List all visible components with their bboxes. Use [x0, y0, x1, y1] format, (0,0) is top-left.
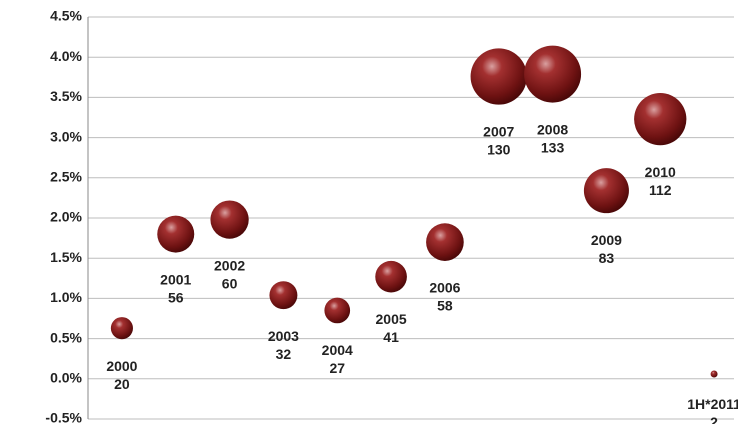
category-label: 2005	[376, 311, 407, 327]
category-label: 2010	[645, 164, 676, 180]
y-tick-label: -0.5%	[45, 410, 82, 424]
bubble	[375, 260, 407, 293]
size-label: 56	[168, 289, 184, 305]
bubble	[157, 215, 195, 253]
y-tick-label: 0.0%	[50, 370, 82, 386]
size-label: 58	[437, 298, 453, 314]
category-label: 2006	[429, 280, 460, 296]
y-tick-label: 2.5%	[50, 169, 82, 185]
size-label: 83	[599, 250, 615, 266]
bubble	[634, 92, 687, 146]
category-label: 2002	[214, 257, 245, 273]
bubble	[470, 48, 527, 105]
bubble	[710, 370, 718, 378]
size-label: 20	[114, 376, 130, 392]
y-tick-label: 1.5%	[50, 249, 82, 265]
bubble	[426, 223, 464, 261]
bubble	[524, 45, 582, 103]
bubble	[324, 297, 351, 324]
y-tick-label: 1.0%	[50, 289, 82, 305]
size-label: 112	[649, 182, 672, 198]
category-label: 2000	[106, 358, 137, 374]
category-label: 2008	[537, 121, 568, 137]
y-tick-label: 3.5%	[50, 88, 82, 104]
y-tick-label: 0.5%	[50, 329, 82, 345]
bubble	[583, 168, 629, 214]
bubble	[110, 317, 133, 340]
bubble	[269, 281, 298, 310]
y-tick-label: 3.0%	[50, 128, 82, 144]
y-tick-label: 4.0%	[50, 48, 82, 64]
size-label: 27	[329, 360, 345, 376]
bubble	[210, 200, 249, 239]
size-label: 41	[383, 329, 399, 345]
size-label: 32	[276, 346, 292, 362]
y-tick-label: 4.5%	[50, 8, 82, 24]
size-label: 133	[541, 139, 565, 155]
size-label: 2	[710, 414, 718, 424]
size-label: 130	[487, 141, 511, 157]
category-label: 1H*2011	[687, 396, 738, 412]
size-label: 60	[222, 275, 238, 291]
category-label: 2004	[322, 342, 353, 358]
category-label: 2007	[483, 123, 514, 139]
category-label: 2001	[160, 271, 191, 287]
y-tick-label: 2.0%	[50, 209, 82, 225]
category-label: 2003	[268, 328, 299, 344]
category-label: 2009	[591, 232, 622, 248]
